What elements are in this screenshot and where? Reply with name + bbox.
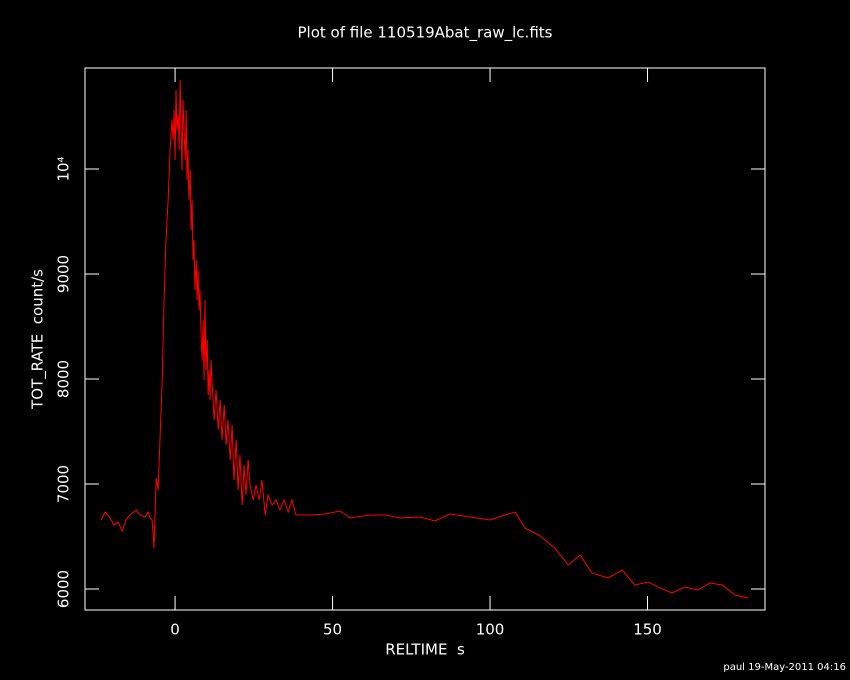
x-axis-label: RELTIME s — [385, 641, 465, 659]
light-curve — [100, 79, 749, 599]
y-tick-label: 6000 — [55, 570, 73, 608]
footer: paul 19-May-2011 04:16 — [723, 662, 846, 673]
y-tick-label: 9000 — [55, 255, 73, 293]
plot-frame — [84, 67, 766, 611]
y-axis-label: TOT_RATE count/s — [29, 269, 48, 410]
x-tick-label: 50 — [323, 621, 342, 639]
x-tick-label: 150 — [633, 621, 662, 639]
y-tick-label: 7000 — [55, 465, 73, 503]
y-tick-label: 10⁴ — [55, 156, 73, 181]
chart-title: Plot of file 110519Abat_raw_lc.fits — [298, 24, 553, 43]
y-tick-label: 8000 — [55, 360, 73, 398]
x-tick-label: 100 — [476, 621, 505, 639]
x-tick-label: 0 — [170, 621, 180, 639]
